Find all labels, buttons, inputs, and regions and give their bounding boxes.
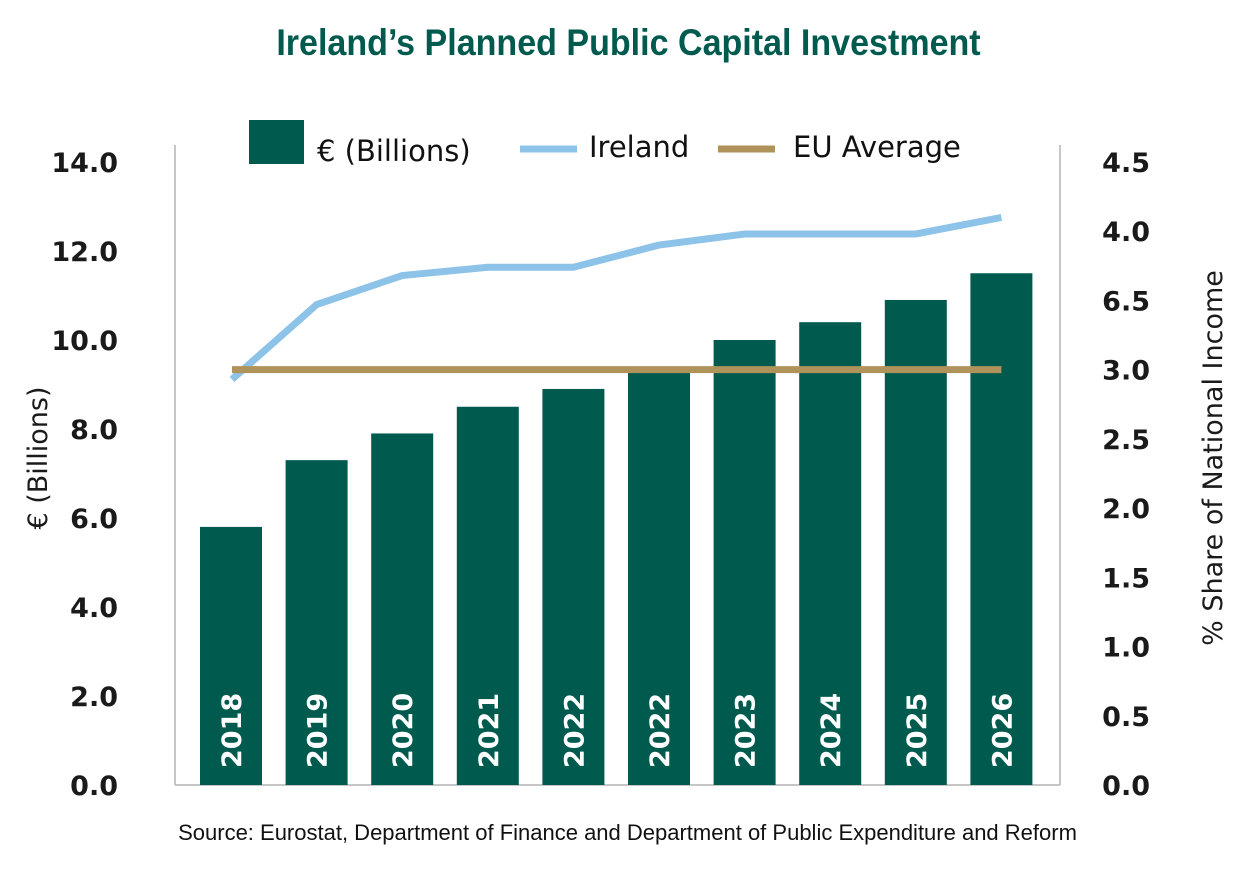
legend: € (Billions) Ireland EU Average: [249, 120, 961, 168]
legend-label-bar: € (Billions): [317, 134, 471, 168]
right-axis-ticks: 0.0 0.5 1.0 1.5 2.0 2.5 3.0 6.5 4.0 4.5: [1102, 148, 1150, 802]
bar-category-label: 2023: [731, 693, 762, 768]
right-axis-tick-label: 0.0: [1102, 771, 1150, 802]
bar-category-label: 2020: [388, 693, 419, 768]
left-axis-tick-label: 2.0: [70, 682, 118, 713]
chart-title: Ireland’s Planned Public Capital Investm…: [276, 22, 981, 63]
right-axis-tick-label: 3.0: [1102, 356, 1150, 387]
bar: [200, 526, 262, 785]
legend-swatch-bar: [249, 120, 304, 164]
right-axis-tick-label: 2.0: [1102, 494, 1150, 525]
bar-category-label: 2025: [902, 693, 933, 768]
bar: [456, 406, 519, 785]
bar: [628, 366, 690, 785]
y-axis-title-left: € (Billions): [23, 386, 54, 529]
bar-category-label: 2024: [816, 693, 847, 768]
bar-category-label: 2019: [303, 693, 334, 768]
legend-label-ireland: Ireland: [589, 130, 689, 164]
left-axis-tick-label: 6.0: [70, 504, 118, 535]
lines: [229, 213, 1003, 382]
right-axis-tick-label: 6.5: [1102, 286, 1150, 317]
right-axis-tick-label: 4.5: [1102, 148, 1150, 179]
bar: [970, 273, 1033, 785]
bar-category-label: 2022: [559, 693, 590, 768]
left-axis-tick-label: 4.0: [70, 593, 118, 624]
bar: [285, 460, 348, 785]
right-axis-tick-label: 0.5: [1102, 702, 1150, 733]
source-note: Source: Eurostat, Department of Finance …: [178, 820, 1077, 845]
left-axis-ticks: 0.0 2.0 4.0 6.0 8.0 10.0 12.0 14.0: [51, 148, 118, 802]
bar-category-label: 2022: [645, 693, 676, 768]
bar-labels: 2018 2019 2020 2021 2022 2022 2023 2024 2025 2026: [217, 693, 1018, 768]
bar: [799, 322, 862, 785]
right-axis-tick-label: 1.5: [1102, 563, 1150, 594]
left-axis-tick-label: 8.0: [70, 415, 118, 446]
legend-label-eu-average: EU Average: [793, 130, 961, 164]
bar: [713, 340, 776, 785]
right-axis-tick-label: 4.0: [1102, 217, 1150, 248]
left-axis-tick-label: 14.0: [51, 148, 118, 179]
bar-category-label: 2026: [987, 693, 1018, 768]
bars: [200, 273, 1033, 785]
left-axis-tick-label: 12.0: [51, 237, 118, 268]
right-axis-tick-label: 2.5: [1102, 425, 1150, 456]
left-axis-tick-label: 0.0: [70, 771, 118, 802]
bar-category-label: 2018: [217, 693, 248, 768]
y-axis-title-right: % Share of National Income: [1198, 270, 1229, 646]
right-axis-tick-label: 1.0: [1102, 633, 1150, 664]
left-axis-tick-label: 10.0: [51, 326, 118, 357]
bar: [542, 388, 605, 785]
bar: [884, 299, 947, 785]
bar-category-label: 2021: [474, 693, 505, 768]
bar: [371, 433, 434, 785]
ireland-line: [229, 213, 1003, 382]
